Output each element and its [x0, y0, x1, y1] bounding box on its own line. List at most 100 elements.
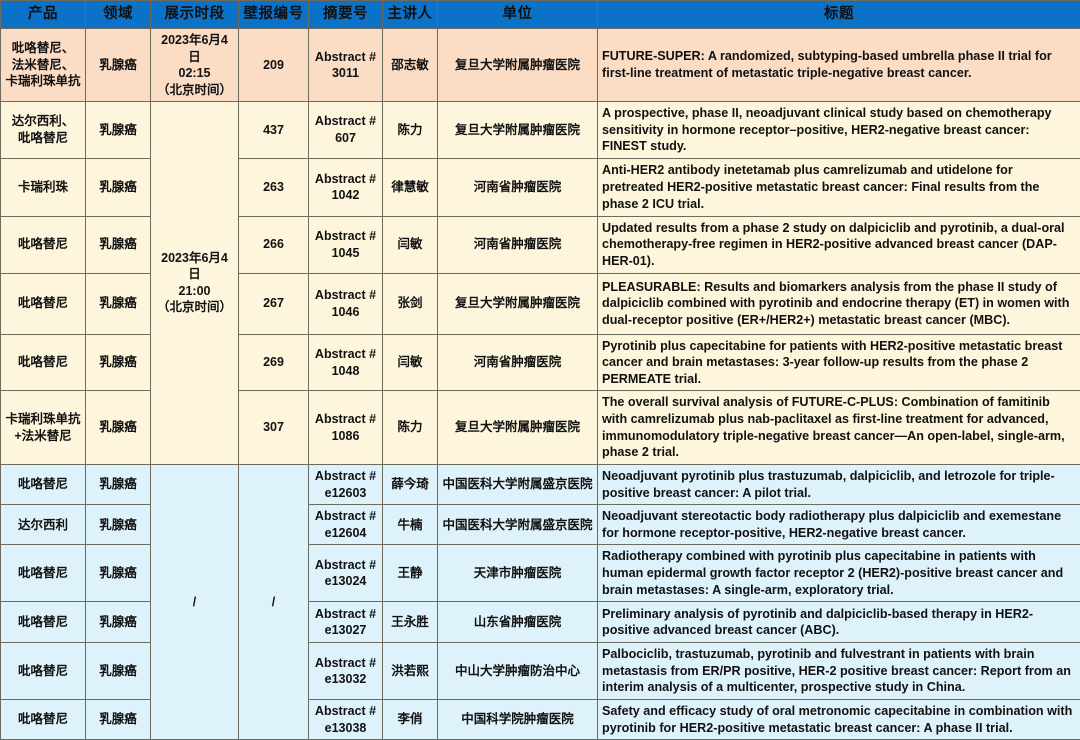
cell-abstract-number: Abstract # e13027 [309, 602, 383, 643]
product-line: 达尔西利、 [5, 113, 81, 130]
cell-abstract-number: Abstract # 1086 [309, 391, 383, 464]
cell-product: 吡咯替尼 [1, 334, 86, 391]
table-header-row: 产品 领域 展示时段 壁报编号 摘要号 主讲人 单位 标题 [1, 1, 1080, 29]
cell-unit: 复旦大学附属肿瘤医院 [438, 29, 598, 102]
cell-speaker: 张剑 [383, 273, 438, 334]
abstract-label: Abstract # [313, 49, 378, 66]
cell-field: 乳腺癌 [86, 545, 151, 602]
column-header-field: 领域 [86, 1, 151, 29]
cell-abstract-number: Abstract # 1046 [309, 273, 383, 334]
cell-unit: 河南省肿瘤医院 [438, 158, 598, 216]
cell-product: 达尔西利 [1, 505, 86, 545]
cell-title: FUTURE-SUPER: A randomized, subtyping-ba… [598, 29, 1080, 102]
cell-speaker: 闫敏 [383, 216, 438, 273]
cell-abstract-number: Abstract # 1042 [309, 158, 383, 216]
abstract-label: Abstract # [313, 468, 378, 485]
cell-unit: 河南省肿瘤医院 [438, 216, 598, 273]
time-line: （北京时间） [155, 299, 234, 316]
column-header-title: 标题 [598, 1, 1080, 29]
cell-field: 乳腺癌 [86, 602, 151, 643]
cell-speaker: 王永胜 [383, 602, 438, 643]
cell-time: 2023年6月4日 02:15 （北京时间） [151, 29, 239, 102]
abstract-number: 1045 [313, 245, 378, 262]
abstract-label: Abstract # [313, 606, 378, 623]
cell-unit: 山东省肿瘤医院 [438, 602, 598, 643]
cell-abstract-number: Abstract # e13024 [309, 545, 383, 602]
cell-product: 吡咯替尼 [1, 464, 86, 504]
cell-speaker: 闫敏 [383, 334, 438, 391]
abstract-label: Abstract # [313, 411, 378, 428]
cell-abstract-number: Abstract # e12603 [309, 464, 383, 504]
cell-abstract-number: Abstract # 1048 [309, 334, 383, 391]
table-row: 吡咯替尼、 法米替尼、 卡瑞利珠单抗 乳腺癌 2023年6月4日 02:15 （… [1, 29, 1080, 102]
abstract-number: 1042 [313, 187, 378, 204]
cell-field: 乳腺癌 [86, 216, 151, 273]
cell-title: Palbociclib, trastuzumab, pyrotinib and … [598, 643, 1080, 700]
product-line: 吡咯替尼 [5, 130, 81, 147]
table-body: 吡咯替尼、 法米替尼、 卡瑞利珠单抗 乳腺癌 2023年6月4日 02:15 （… [1, 29, 1080, 740]
abstract-label: Abstract # [313, 171, 378, 188]
column-header-product: 产品 [1, 1, 86, 29]
abstract-label: Abstract # [313, 508, 378, 525]
cell-product: 吡咯替尼 [1, 700, 86, 740]
cell-product: 卡瑞利珠 [1, 158, 86, 216]
cell-field: 乳腺癌 [86, 102, 151, 159]
cell-title: Radiotherapy combined with pyrotinib plu… [598, 545, 1080, 602]
cell-speaker: 律慧敏 [383, 158, 438, 216]
cell-poster-number: 267 [239, 273, 309, 334]
cell-product: 吡咯替尼 [1, 602, 86, 643]
time-line: 21:00 [155, 283, 234, 300]
abstract-label: Abstract # [313, 113, 378, 130]
cell-unit: 中国医科大学附属盛京医院 [438, 505, 598, 545]
cell-product: 吡咯替尼 [1, 545, 86, 602]
abstract-number: 1086 [313, 428, 378, 445]
abstract-number: e13027 [313, 622, 378, 639]
cell-unit: 河南省肿瘤医院 [438, 334, 598, 391]
cell-field: 乳腺癌 [86, 29, 151, 102]
cell-speaker: 陈力 [383, 391, 438, 464]
cell-title: Neoadjuvant pyrotinib plus trastuzumab, … [598, 464, 1080, 504]
cell-abstract-number: Abstract # e12604 [309, 505, 383, 545]
abstract-label: Abstract # [313, 655, 378, 672]
cell-title: The overall survival analysis of FUTURE-… [598, 391, 1080, 464]
cell-title: Neoadjuvant stereotactic body radiothera… [598, 505, 1080, 545]
abstract-number: e13032 [313, 671, 378, 688]
cell-field: 乳腺癌 [86, 334, 151, 391]
cell-speaker: 李俏 [383, 700, 438, 740]
cell-abstract-number: Abstract # e13038 [309, 700, 383, 740]
time-line: 2023年6月4日 [155, 32, 234, 65]
cell-title: Anti-HER2 antibody inetetamab plus camre… [598, 158, 1080, 216]
cell-poster-number: 209 [239, 29, 309, 102]
abstract-number: 3011 [313, 65, 378, 82]
cell-product: 达尔西利、 吡咯替尼 [1, 102, 86, 159]
abstract-number: 1046 [313, 304, 378, 321]
cell-field: 乳腺癌 [86, 464, 151, 504]
cell-field: 乳腺癌 [86, 505, 151, 545]
cell-field: 乳腺癌 [86, 158, 151, 216]
column-header-speaker: 主讲人 [383, 1, 438, 29]
cell-abstract-number: Abstract # 607 [309, 102, 383, 159]
cell-title: PLEASURABLE: Results and biomarkers anal… [598, 273, 1080, 334]
cell-poster-number: 269 [239, 334, 309, 391]
cell-title: A prospective, phase II, neoadjuvant cli… [598, 102, 1080, 159]
cell-title: Pyrotinib plus capecitabine for patients… [598, 334, 1080, 391]
abstract-label: Abstract # [313, 346, 378, 363]
cell-speaker: 牛楠 [383, 505, 438, 545]
abstract-label: Abstract # [313, 287, 378, 304]
cell-product: 卡瑞利珠单抗 +法米替尼 [1, 391, 86, 464]
cell-product: 吡咯替尼 [1, 216, 86, 273]
cell-title: Safety and efficacy study of oral metron… [598, 700, 1080, 740]
cell-time-merged: 2023年6月4日 21:00 （北京时间） [151, 102, 239, 465]
time-line: （北京时间） [155, 82, 234, 99]
abstract-number: e12604 [313, 525, 378, 542]
product-line: 法米替尼、 [5, 57, 81, 74]
cell-title: Updated results from a phase 2 study on … [598, 216, 1080, 273]
column-header-poster: 壁报编号 [239, 1, 309, 29]
cell-poster-number: 266 [239, 216, 309, 273]
cell-unit: 中山大学肿瘤防治中心 [438, 643, 598, 700]
cell-poster-merged-na: / [239, 464, 309, 739]
cell-abstract-number: Abstract # e13032 [309, 643, 383, 700]
cell-speaker: 洪若熙 [383, 643, 438, 700]
abstract-number: 1048 [313, 363, 378, 380]
cell-field: 乳腺癌 [86, 273, 151, 334]
